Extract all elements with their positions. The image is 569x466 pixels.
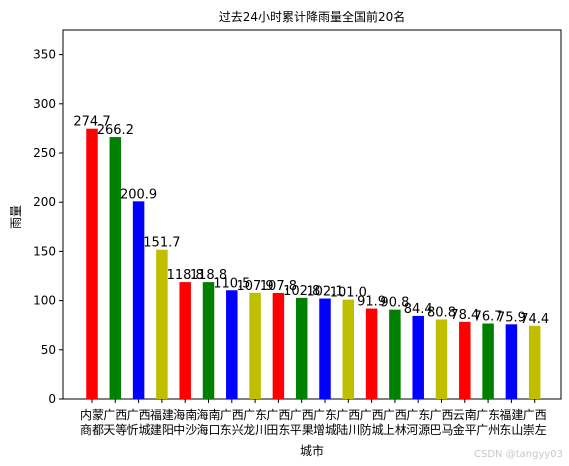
- x-tick-label-18: 广州: [476, 423, 500, 437]
- y-axis-label: 雨量: [9, 205, 23, 229]
- data-label-2: 266.2: [97, 123, 134, 138]
- bar-11: [319, 298, 331, 399]
- data-label-6: 118.8: [190, 268, 227, 283]
- x-tick-label-10: 平果: [290, 423, 314, 437]
- data-label-12: 101.0: [330, 286, 367, 301]
- x-tick-label-18: 广东: [476, 408, 500, 422]
- x-tick-label-4: 建阳: [150, 423, 174, 437]
- y-tick-label: 100: [33, 294, 56, 308]
- x-tick-label-1: 内蒙: [80, 408, 104, 422]
- bar-7: [226, 290, 238, 399]
- x-tick-label-8: 广东: [243, 408, 267, 422]
- y-tick-label: 250: [33, 146, 56, 160]
- x-tick-label-14: 上林: [383, 423, 407, 437]
- x-axis-label: 城市: [300, 443, 324, 458]
- y-tick-label: 300: [33, 97, 56, 111]
- bar-4: [156, 249, 168, 399]
- data-label-17: 78.4: [450, 308, 479, 323]
- bar-3: [132, 201, 145, 399]
- x-tick-label-17: 金平: [453, 422, 477, 437]
- bar-16: [435, 319, 448, 399]
- bar-9: [272, 292, 285, 399]
- x-tick-label-2: 广西: [103, 408, 127, 422]
- bar-1: [86, 128, 98, 400]
- bar-14: [389, 309, 401, 399]
- data-label-10: 102.8: [283, 284, 320, 299]
- x-tick-label-3: 忻城: [127, 423, 151, 437]
- y-tick-label: 200: [33, 195, 56, 209]
- x-tick-label-10: 广西: [290, 408, 314, 422]
- x-tick-label-5: 海南: [173, 407, 197, 422]
- data-label-14: 90.8: [380, 296, 409, 311]
- x-tick-label-17: 云南: [453, 407, 477, 422]
- x-tick-label-3: 广西: [127, 408, 151, 422]
- bar-19: [505, 324, 518, 399]
- x-tick-label-8: 龙川: [243, 423, 267, 437]
- x-tick-label-11: 增城: [313, 423, 337, 437]
- x-tick-label-19: 福建: [499, 407, 523, 422]
- x-tick-label-13: 防城: [360, 422, 384, 437]
- bar-20: [528, 325, 541, 399]
- bar-6: [202, 282, 215, 399]
- data-label-1: 274.7: [73, 115, 110, 130]
- x-tick-label-20: 崇左: [523, 422, 547, 437]
- data-label-3: 200.9: [120, 187, 157, 202]
- bar-15: [412, 315, 424, 399]
- x-tick-label-2: 天等: [103, 423, 127, 437]
- x-tick-label-15: 广东: [406, 408, 430, 422]
- x-tick-label-11: 广东: [313, 408, 337, 422]
- x-tick-label-16: 广西: [429, 408, 453, 422]
- x-tick-label-1: 商都: [80, 422, 104, 437]
- y-tick-label: 0: [48, 392, 56, 406]
- data-label-16: 80.8: [427, 305, 456, 320]
- bar-12: [342, 299, 355, 399]
- x-tick-label-6: 海口: [196, 422, 220, 437]
- y-tick-label: 350: [33, 48, 56, 62]
- chart-title: 过去24小时累计降雨量全国前20名: [219, 9, 406, 24]
- x-tick-label-15: 河源: [406, 423, 430, 437]
- bar-2: [109, 137, 122, 399]
- x-tick-label-9: 广西: [266, 408, 290, 422]
- x-tick-label-13: 广西: [360, 408, 384, 422]
- x-tick-label-9: 田东: [266, 423, 290, 437]
- data-label-18: 76.7: [474, 310, 503, 325]
- bar-5: [179, 282, 191, 399]
- plot-frame: [62, 29, 562, 400]
- data-label-13: 91.9: [357, 295, 386, 310]
- bar-10: [295, 297, 308, 399]
- y-tick-label: 50: [41, 343, 56, 357]
- x-tick-label-7: 东兴: [220, 423, 244, 437]
- data-label-19: 75.9: [497, 310, 526, 325]
- bar-13: [365, 308, 378, 399]
- x-tick-label-12: 陆川: [336, 422, 360, 437]
- x-tick-label-12: 广西: [336, 408, 360, 422]
- x-tick-label-14: 广西: [383, 408, 407, 422]
- x-tick-label-16: 巴马: [429, 423, 453, 437]
- watermark: CSDN @tangyy03: [474, 449, 563, 460]
- bar-8: [249, 292, 261, 399]
- bar-17: [459, 321, 471, 399]
- x-tick-label-19: 东山: [499, 423, 523, 437]
- data-label-9: 107.8: [260, 279, 297, 294]
- x-tick-label-20: 广西: [523, 408, 547, 422]
- data-label-20: 74.4: [520, 312, 549, 327]
- x-tick-label-7: 广西: [220, 408, 244, 422]
- data-label-7: 110.5: [213, 276, 250, 291]
- data-label-11: 102.1: [306, 285, 343, 300]
- data-label-15: 84.4: [404, 302, 433, 317]
- bar-18: [482, 323, 494, 399]
- plot-area: 050100150200250300350274.7内蒙商都266.2广西天等2…: [33, 29, 562, 437]
- data-label-5: 118.8: [167, 268, 204, 283]
- x-tick-label-5: 中沙: [173, 422, 197, 437]
- x-tick-label-6: 海南: [196, 407, 220, 422]
- y-tick-label: 150: [33, 244, 56, 258]
- data-label-4: 151.7: [143, 236, 180, 251]
- x-tick-label-4: 福建: [150, 407, 174, 422]
- data-label-8: 107.9: [236, 279, 273, 294]
